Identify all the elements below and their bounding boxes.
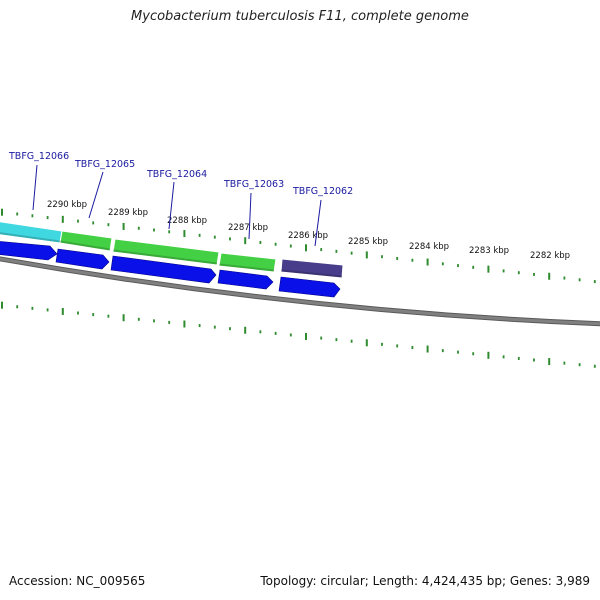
gene-segment-edge: [0, 232, 61, 243]
gene-segment[interactable]: [112, 238, 220, 266]
gene-segment-edge: [59, 240, 111, 251]
gene-segment-edge: [112, 249, 218, 265]
gene-arrow[interactable]: [278, 276, 341, 298]
gene-arrow[interactable]: [110, 255, 217, 284]
scale-label: 2287 kbp: [228, 223, 268, 233]
scale-label: 2289 kbp: [108, 208, 148, 218]
gene-segment[interactable]: [280, 258, 344, 279]
accession-text: Accession: NC_009565: [9, 574, 146, 588]
gene-arrow[interactable]: [0, 241, 58, 261]
gene-segment-edge: [218, 263, 275, 272]
gene-label-leader: [314, 199, 322, 247]
gene-label-leader: [88, 171, 104, 219]
gene-arrow[interactable]: [217, 269, 274, 290]
gene-label-leader: [32, 164, 38, 211]
genome-backbone: [0, 257, 600, 326]
gene-segment[interactable]: [218, 252, 277, 273]
gene-label-leader: [248, 192, 252, 240]
scale-label: 2288 kbp: [167, 216, 207, 226]
scale-label: 2285 kbp: [348, 237, 388, 247]
scale-label: 2283 kbp: [469, 246, 509, 256]
gene-segment-edge: [280, 269, 343, 278]
scale-label: 2284 kbp: [409, 242, 449, 252]
gene-label-leader: [168, 181, 175, 230]
scale-label: 2286 kbp: [288, 231, 328, 241]
gene-label[interactable]: TBFG_12065: [74, 159, 135, 170]
gene-label[interactable]: TBFG_12064: [146, 169, 207, 180]
gene-segment[interactable]: [59, 230, 113, 252]
gene-arrow[interactable]: [55, 248, 110, 270]
scale-label: 2282 kbp: [530, 251, 570, 261]
gene-label[interactable]: TBFG_12066: [8, 151, 69, 162]
gene-label[interactable]: TBFG_12063: [223, 179, 284, 190]
gene-label[interactable]: TBFG_12062: [292, 186, 353, 197]
map-title: Mycobacterium tuberculosis F11, complete…: [131, 9, 469, 24]
genome-summary-text: Topology: circular; Length: 4,424,435 bp…: [260, 574, 590, 588]
scale-label: 2290 kbp: [47, 200, 87, 210]
